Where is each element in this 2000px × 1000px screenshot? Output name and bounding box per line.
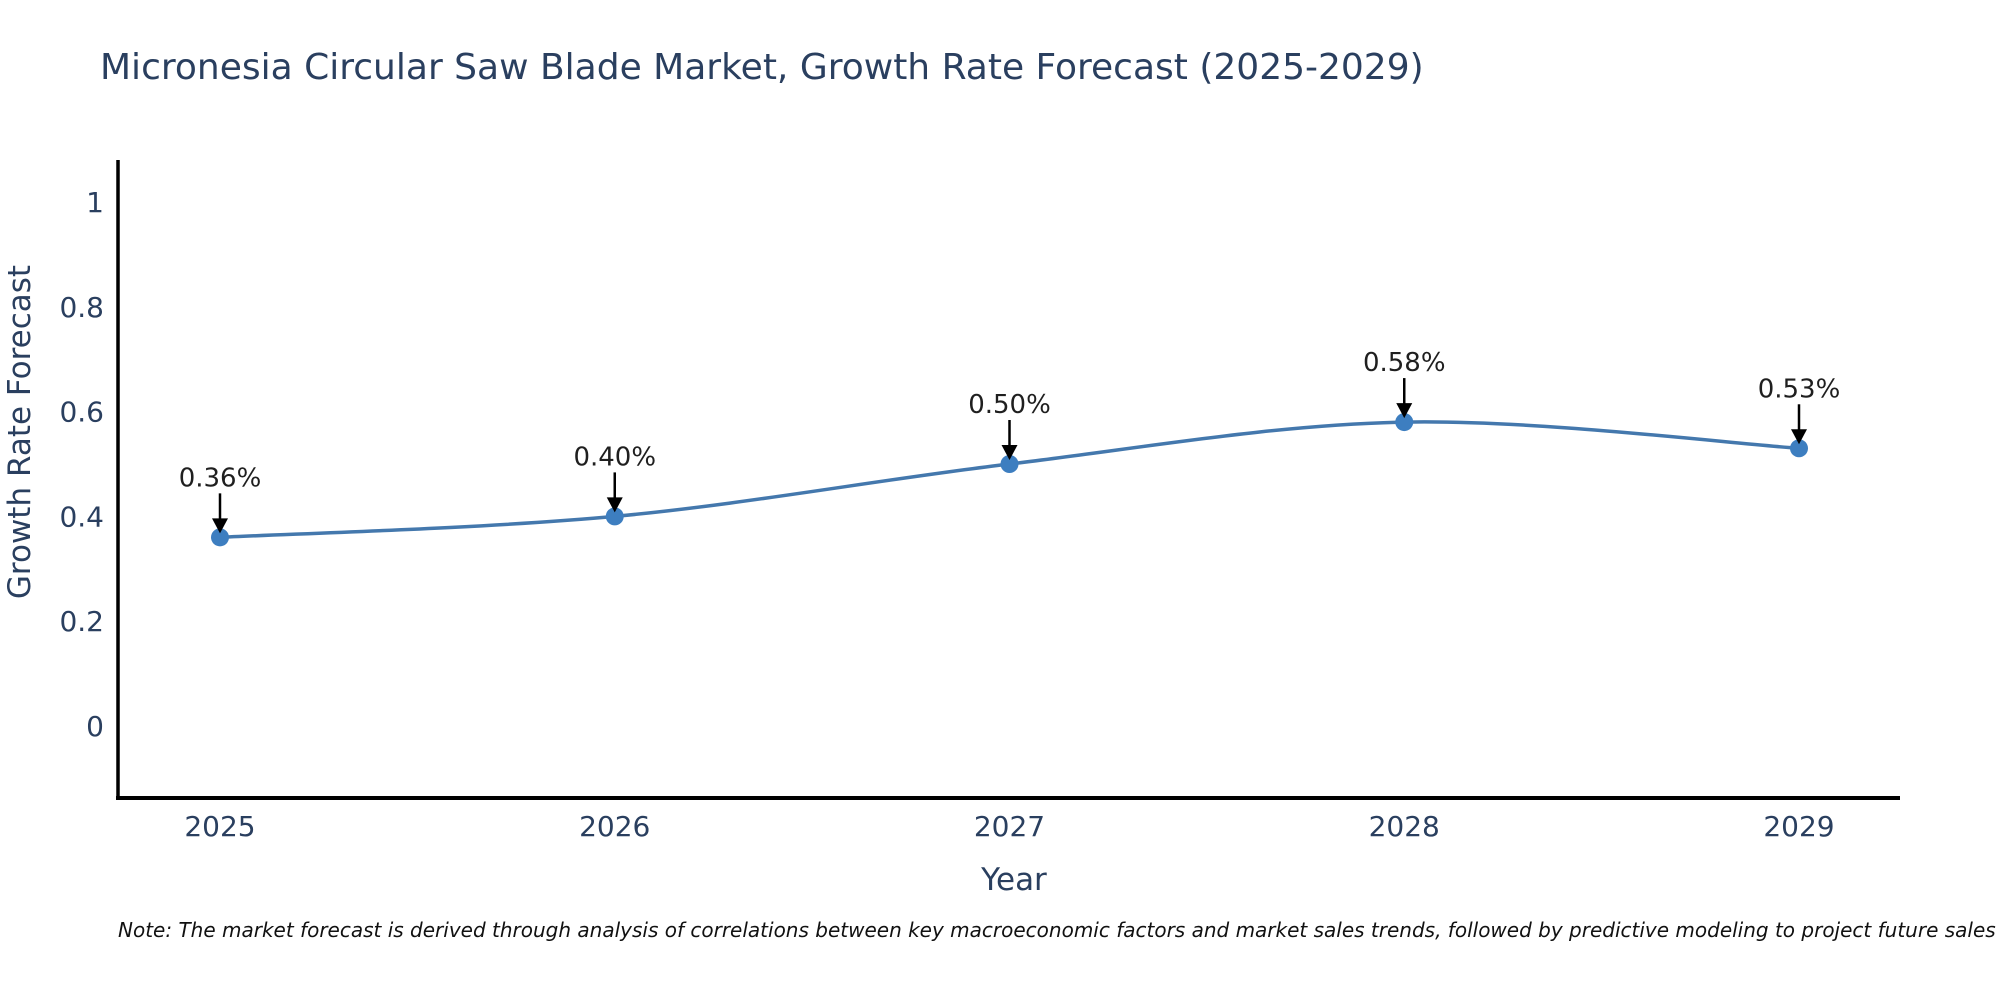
data-label: 0.58% bbox=[1363, 348, 1446, 378]
data-label: 0.40% bbox=[573, 442, 656, 472]
y-tick-label: 0.8 bbox=[59, 291, 104, 324]
x-tick-label: 2029 bbox=[1763, 810, 1834, 843]
data-point-2028 bbox=[1395, 413, 1414, 432]
x-tick-label: 2026 bbox=[579, 810, 650, 843]
annotation-arrowhead bbox=[1001, 445, 1018, 460]
x-tick-label: 2027 bbox=[974, 810, 1045, 843]
annotation-arrowhead bbox=[212, 518, 228, 534]
data-label: 0.50% bbox=[968, 390, 1051, 420]
data-point-2026 bbox=[605, 507, 624, 526]
footnote: Note: The market forecast is derived thr… bbox=[118, 918, 1996, 942]
annotation-arrowhead bbox=[606, 497, 623, 513]
y-tick-label: 0.4 bbox=[59, 500, 104, 533]
data-point-2025 bbox=[211, 528, 229, 547]
annotation-arrowhead bbox=[1396, 403, 1413, 419]
x-tick-label: 2028 bbox=[1369, 810, 1440, 843]
x-tick-label: 2025 bbox=[184, 810, 255, 843]
data-point-2029 bbox=[1790, 439, 1808, 458]
x-axis-title: Year bbox=[980, 862, 1047, 898]
data-label: 0.53% bbox=[1758, 374, 1841, 404]
y-tick-label: 0 bbox=[86, 710, 104, 743]
annotation-arrowhead bbox=[1791, 429, 1807, 445]
y-tick-label: 1 bbox=[86, 186, 104, 219]
data-label: 0.36% bbox=[179, 463, 262, 493]
y-tick-label: 0.2 bbox=[59, 605, 104, 638]
y-axis-title: Growth Rate Forecast bbox=[2, 265, 38, 599]
data-point-2027 bbox=[1000, 455, 1019, 473]
y-tick-label: 0.6 bbox=[59, 396, 104, 429]
chart-title: Micronesia Circular Saw Blade Market, Gr… bbox=[100, 47, 1424, 88]
